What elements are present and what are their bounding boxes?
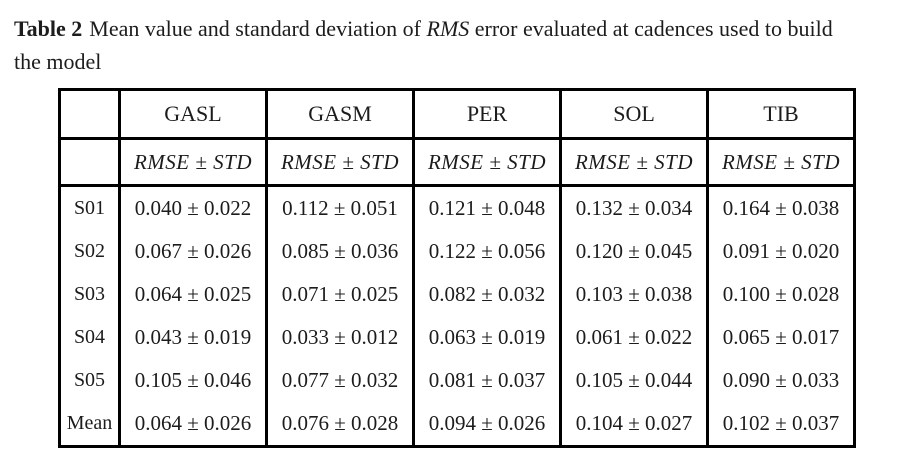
cell-value: 0.077 ± 0.032 xyxy=(265,359,415,402)
row-label: S01 xyxy=(58,185,121,230)
table-caption: Table 2 Mean value and standard deviation… xyxy=(14,12,892,78)
rms-error-table: GASL GASM PER SOL TIB RMSE ± STD RMSE ± … xyxy=(58,88,856,448)
corner-cell xyxy=(58,89,121,140)
cell-value: 0.040 ± 0.022 xyxy=(118,185,268,230)
subheader-corner-cell xyxy=(58,138,121,187)
caption-line-1: Table 2 Mean value and standard deviation… xyxy=(14,12,892,45)
cell-value: 0.094 ± 0.026 xyxy=(412,402,562,447)
subheader-tib: RMSE ± STD xyxy=(706,138,856,187)
row-label: S02 xyxy=(58,230,121,273)
subheader-per: RMSE ± STD xyxy=(412,138,562,187)
table-subheader-row: RMSE ± STD RMSE ± STD RMSE ± STD RMSE ± … xyxy=(58,138,856,187)
subheader-gasl: RMSE ± STD xyxy=(118,138,268,187)
cell-value: 0.103 ± 0.038 xyxy=(559,273,709,316)
cell-value: 0.064 ± 0.026 xyxy=(118,402,268,447)
table-row-s02: S02 0.067 ± 0.026 0.085 ± 0.036 0.122 ± … xyxy=(58,230,856,273)
cell-value: 0.081 ± 0.037 xyxy=(412,359,562,402)
cell-value: 0.164 ± 0.038 xyxy=(706,185,856,230)
column-header-sol: SOL xyxy=(559,89,709,140)
caption-emphasis-rms: RMS xyxy=(426,16,470,41)
caption-text-after: error evaluated at cadences used to buil… xyxy=(474,16,833,41)
column-header-gasl: GASL xyxy=(118,89,268,140)
caption-table-number: Table 2 xyxy=(14,16,83,41)
table-row-s01: S01 0.040 ± 0.022 0.112 ± 0.051 0.121 ± … xyxy=(58,185,856,230)
cell-value: 0.105 ± 0.046 xyxy=(118,359,268,402)
row-label: S03 xyxy=(58,273,121,316)
cell-value: 0.043 ± 0.019 xyxy=(118,316,268,359)
cell-value: 0.085 ± 0.036 xyxy=(265,230,415,273)
table-row-s04: S04 0.043 ± 0.019 0.033 ± 0.012 0.063 ± … xyxy=(58,316,856,359)
column-header-tib: TIB xyxy=(706,89,856,140)
row-label: S05 xyxy=(58,359,121,402)
cell-value: 0.112 ± 0.051 xyxy=(265,185,415,230)
cell-value: 0.082 ± 0.032 xyxy=(412,273,562,316)
cell-value: 0.064 ± 0.025 xyxy=(118,273,268,316)
cell-value: 0.122 ± 0.056 xyxy=(412,230,562,273)
cell-value: 0.102 ± 0.037 xyxy=(706,402,856,447)
cell-value: 0.132 ± 0.034 xyxy=(559,185,709,230)
subheader-gasm: RMSE ± STD xyxy=(265,138,415,187)
cell-value: 0.100 ± 0.028 xyxy=(706,273,856,316)
cell-value: 0.121 ± 0.048 xyxy=(412,185,562,230)
cell-value: 0.090 ± 0.033 xyxy=(706,359,856,402)
cell-value: 0.033 ± 0.012 xyxy=(265,316,415,359)
column-header-per: PER xyxy=(412,89,562,140)
cell-value: 0.067 ± 0.026 xyxy=(118,230,268,273)
subheader-sol: RMSE ± STD xyxy=(559,138,709,187)
cell-value: 0.091 ± 0.020 xyxy=(706,230,856,273)
cell-value: 0.065 ± 0.017 xyxy=(706,316,856,359)
cell-value: 0.076 ± 0.028 xyxy=(265,402,415,447)
cell-value: 0.120 ± 0.045 xyxy=(559,230,709,273)
table-row-mean: Mean 0.064 ± 0.026 0.076 ± 0.028 0.094 ±… xyxy=(58,402,856,447)
cell-value: 0.061 ± 0.022 xyxy=(559,316,709,359)
cell-value: 0.104 ± 0.027 xyxy=(559,402,709,447)
column-header-gasm: GASM xyxy=(265,89,415,140)
table-header-row: GASL GASM PER SOL TIB xyxy=(58,89,856,140)
cell-value: 0.105 ± 0.044 xyxy=(559,359,709,402)
row-label: S04 xyxy=(58,316,121,359)
row-label: Mean xyxy=(58,402,121,447)
table-row-s05: S05 0.105 ± 0.046 0.077 ± 0.032 0.081 ± … xyxy=(58,359,856,402)
table-row-s03: S03 0.064 ± 0.025 0.071 ± 0.025 0.082 ± … xyxy=(58,273,856,316)
cell-value: 0.071 ± 0.025 xyxy=(265,273,415,316)
cell-value: 0.063 ± 0.019 xyxy=(412,316,562,359)
caption-line-2: the model xyxy=(14,49,102,74)
caption-text-before: Mean value and standard deviation of xyxy=(89,16,421,41)
